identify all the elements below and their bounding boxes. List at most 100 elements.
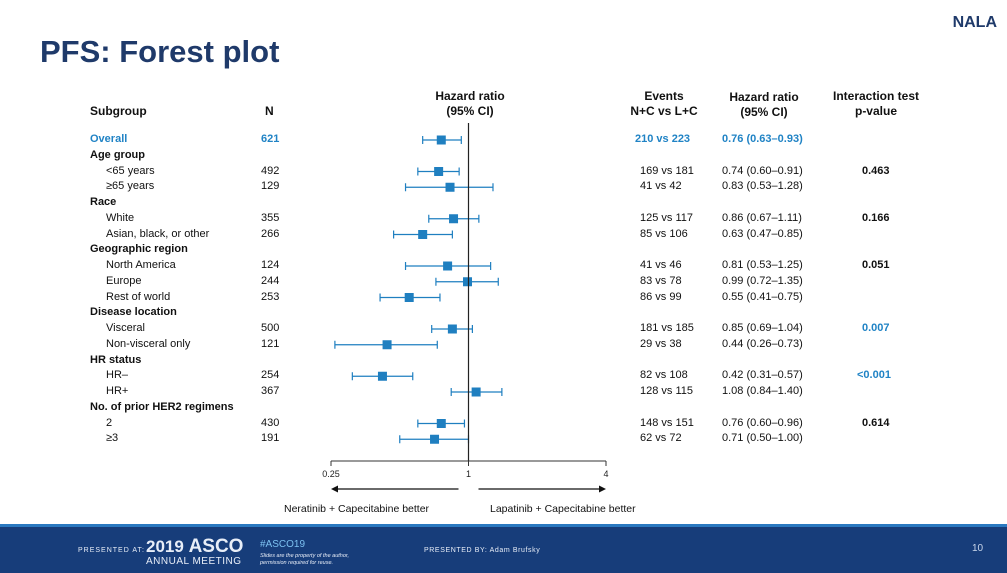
events-value: 181 vs 185 — [640, 322, 694, 334]
subgroup-label: ≥3 — [106, 432, 119, 445]
disclaimer: Slides are the property of the author, p… — [260, 553, 349, 567]
subgroup-label: ≥65 years — [106, 180, 155, 193]
group-label: Race — [90, 196, 117, 208]
group-label: Geographic region — [90, 243, 188, 256]
n-value: 191 — [261, 432, 280, 445]
n-value: 367 — [261, 385, 280, 397]
disclaimer-line2: permission required for reuse. — [260, 560, 334, 566]
point-estimate — [430, 434, 440, 444]
header-hr: Hazard ratio (95% CI) — [714, 90, 814, 120]
point-estimate — [418, 230, 428, 239]
header-pvalue-line1: Interaction test — [832, 89, 919, 103]
n-value: 244 — [261, 274, 280, 287]
group-label: Disease location — [90, 306, 177, 319]
disclaimer-line1: Slides are the property of the author, — [260, 553, 349, 559]
hr-value: 0.83 (0.53–1.28) — [722, 180, 803, 193]
point-estimate — [445, 182, 455, 192]
right-arrowhead — [599, 485, 606, 493]
presented-at-label: PRESENTED AT: — [78, 547, 145, 554]
hr-value: 0.76 (0.60–0.96) — [722, 416, 803, 429]
subgroup-label: HR+ — [106, 385, 129, 397]
header-hr-plot-line2: (95% CI) — [446, 104, 494, 118]
events-value: 125 vs 117 — [640, 211, 694, 224]
header-hr-line1: Hazard ratio — [729, 90, 799, 104]
events-value: 41 vs 42 — [640, 180, 682, 193]
subgroup-label: HR– — [106, 369, 129, 382]
point-estimate — [471, 387, 481, 397]
n-value: 129 — [261, 180, 280, 193]
n-value: 355 — [261, 211, 280, 224]
slide-number: 10 — [972, 543, 984, 554]
events-value: 62 vs 72 — [640, 432, 682, 445]
hr-value: 0.44 (0.26–0.73) — [722, 337, 803, 350]
pvalue: 0.463 — [862, 164, 890, 177]
hashtag: #ASCO19 — [260, 539, 306, 550]
header-n: N — [265, 104, 274, 118]
pvalue: 0.007 — [862, 322, 890, 334]
hr-value: 1.08 (0.84–1.40) — [722, 385, 803, 397]
point-estimate — [404, 293, 414, 302]
point-estimate — [449, 214, 459, 224]
point-estimate — [382, 340, 392, 350]
pvalue: 0.051 — [862, 259, 890, 271]
subgroup-label: 2 — [106, 416, 113, 429]
hr-value: 0.86 (0.67–1.11) — [722, 211, 802, 224]
events-value: 82 vs 108 — [640, 369, 688, 382]
left-arrowhead — [331, 485, 338, 493]
hr-value: 0.76 (0.63–0.93) — [722, 133, 803, 145]
asco-year: 2019 — [146, 537, 184, 556]
n-value: 621 — [261, 133, 280, 145]
n-value: 430 — [261, 416, 280, 429]
asco-logo: 2019 ASCO — [146, 536, 243, 558]
events-value: 148 vs 151 — [640, 416, 694, 429]
events-value: 128 vs 115 — [640, 385, 694, 397]
header-hr-line2: (95% CI) — [740, 105, 788, 119]
events-value: 169 vs 181 — [640, 164, 694, 177]
presented-by: PRESENTED BY: Adam Brufsky — [424, 547, 541, 554]
hr-value: 0.63 (0.47–0.85) — [722, 227, 803, 240]
events-value: 83 vs 78 — [640, 274, 682, 287]
events-value: 29 vs 38 — [640, 337, 682, 350]
subgroup-label: Europe — [106, 274, 142, 287]
point-estimate — [447, 324, 457, 334]
header-pvalue-line2: p-value — [854, 104, 897, 118]
x-tick-label: 1 — [466, 469, 471, 479]
pvalue: 0.614 — [862, 416, 890, 429]
header-hr-plot-line1: Hazard ratio — [435, 89, 505, 103]
right-better-label: Lapatinib + Capecitabine better — [490, 503, 636, 515]
n-value: 253 — [261, 290, 280, 303]
point-estimate — [377, 371, 387, 381]
header-pvalue: Interaction test p-value — [816, 89, 936, 119]
n-value: 124 — [261, 259, 280, 271]
point-estimate — [436, 419, 446, 428]
header-events-line2: N+C vs L+C — [630, 104, 698, 118]
hr-value: 0.55 (0.41–0.75) — [722, 290, 803, 303]
n-value: 254 — [261, 369, 280, 382]
events-value: 41 vs 46 — [640, 259, 682, 271]
x-tick-label: 0.25 — [322, 469, 340, 479]
n-value: 500 — [261, 322, 280, 334]
group-label: No. of prior HER2 regimens — [90, 400, 234, 413]
n-value: 492 — [261, 164, 280, 177]
header-hr-plot: Hazard ratio (95% CI) — [420, 89, 520, 119]
hr-value: 0.81 (0.53–1.25) — [722, 259, 803, 271]
point-estimate — [443, 261, 453, 271]
header-events-line1: Events — [644, 89, 684, 103]
subgroup-label: White — [106, 211, 135, 224]
events-value: 86 vs 99 — [640, 290, 682, 303]
x-tick-label: 4 — [603, 469, 608, 479]
asco-sub: ANNUAL MEETING — [146, 556, 242, 567]
subgroup-label: North America — [106, 259, 176, 271]
subgroup-label: Rest of world — [106, 290, 171, 303]
subgroup-label: Asian, black, or other — [106, 227, 210, 240]
overall-label: Overall — [90, 133, 128, 145]
hr-value: 0.99 (0.72–1.35) — [722, 274, 803, 287]
group-label: HR status — [90, 353, 142, 366]
header-subgroup: Subgroup — [90, 104, 147, 118]
point-estimate — [434, 167, 444, 176]
asco-name: ASCO — [188, 536, 244, 557]
left-better-label: Neratinib + Capecitabine better — [284, 503, 430, 515]
n-value: 266 — [261, 227, 280, 240]
pvalue: 0.166 — [862, 211, 890, 224]
